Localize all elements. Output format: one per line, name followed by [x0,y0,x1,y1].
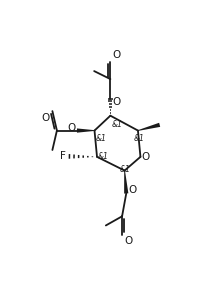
Text: F: F [61,151,66,161]
Polygon shape [138,123,160,131]
Text: O: O [113,50,121,60]
Text: &1: &1 [133,134,144,143]
Polygon shape [124,170,128,194]
Text: O: O [67,123,76,133]
Text: &1: &1 [120,165,131,174]
Polygon shape [77,128,95,133]
Text: &1: &1 [96,134,107,143]
Text: O: O [41,113,49,123]
Text: O: O [124,236,133,246]
Text: &1: &1 [97,152,108,161]
Text: O: O [113,97,121,107]
Text: &1: &1 [111,120,122,129]
Text: O: O [142,152,150,162]
Text: O: O [128,185,137,195]
